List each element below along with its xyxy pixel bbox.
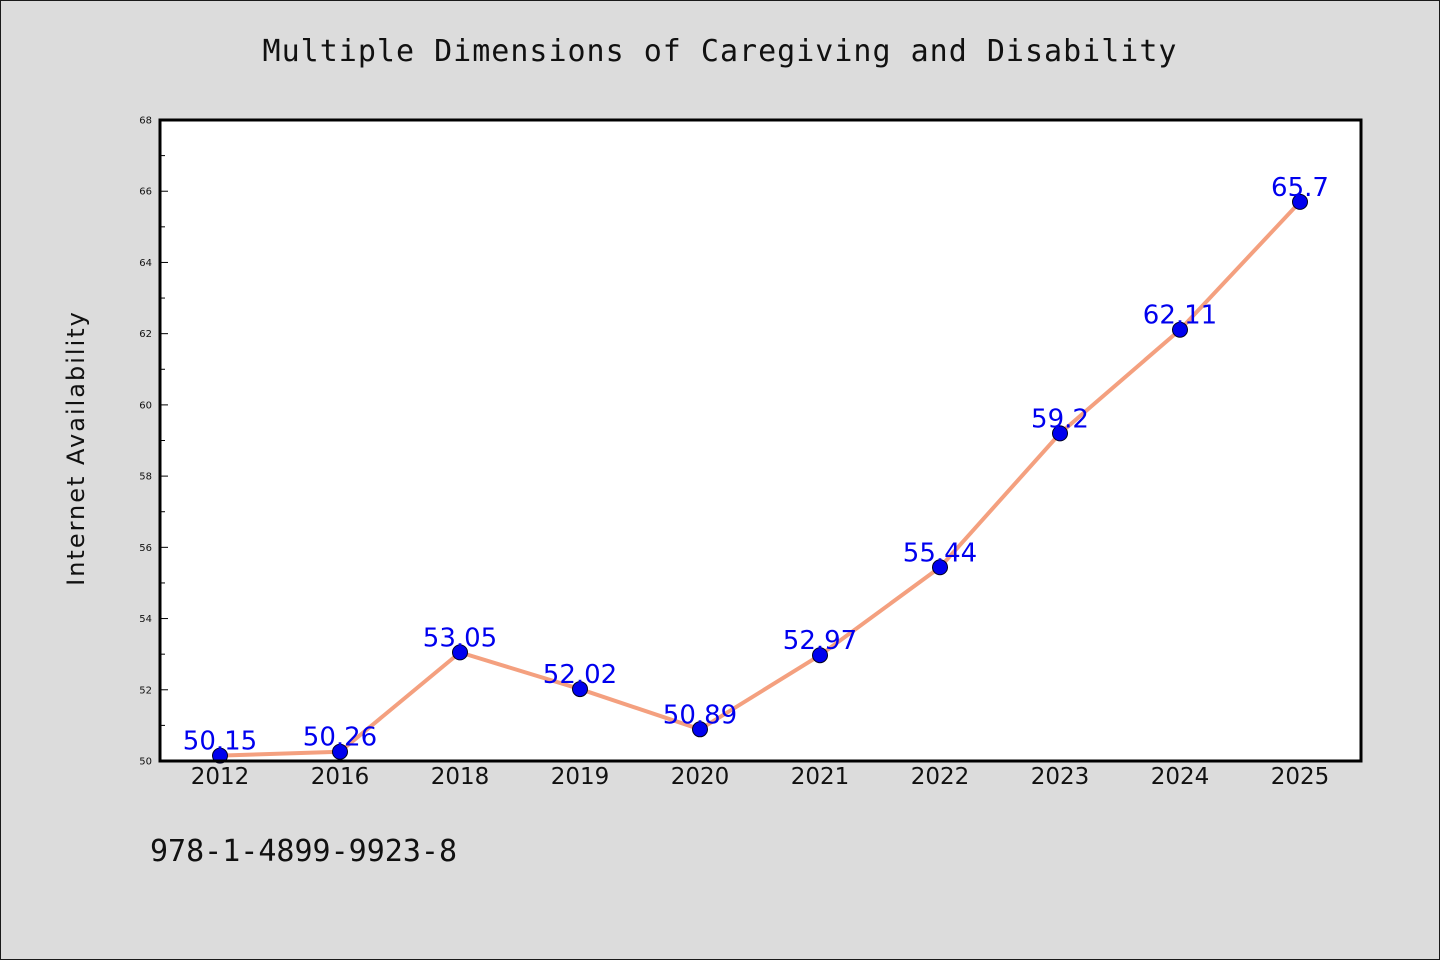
y-tick-label: 52 xyxy=(139,685,152,696)
x-tick-label: 2018 xyxy=(431,764,490,790)
y-tick-label: 68 xyxy=(139,116,152,127)
data-points xyxy=(212,193,1308,764)
y-tick-label: 62 xyxy=(139,329,152,340)
data-point xyxy=(212,747,228,764)
data-label: 65.7 xyxy=(1271,173,1329,203)
y-tick-label: 56 xyxy=(139,543,152,554)
data-label: 52.02 xyxy=(543,660,617,690)
data-point xyxy=(332,743,348,760)
data-point xyxy=(1172,321,1188,338)
y-tick-label: 64 xyxy=(139,258,152,269)
data-label: 50.26 xyxy=(303,723,377,753)
data-label: 55.44 xyxy=(903,538,977,568)
x-tick-label: 2022 xyxy=(911,764,970,790)
x-tick-label: 2021 xyxy=(791,764,850,790)
data-point xyxy=(812,647,828,664)
data-point xyxy=(1052,425,1068,442)
y-tick-label: 58 xyxy=(139,472,152,483)
x-tick-label: 2019 xyxy=(551,764,610,790)
data-point xyxy=(572,681,588,698)
y-tick-label: 60 xyxy=(139,400,152,411)
x-tick-label: 2012 xyxy=(191,764,250,790)
x-tick-label: 2020 xyxy=(671,764,730,790)
data-labels: 50.15 50.26 53.05 52.02 50.89 52.97 55.44 59.2 6… xyxy=(183,173,1329,757)
data-label: 52.97 xyxy=(783,626,857,656)
plot-border xyxy=(158,118,1363,763)
y-tick-label: 54 xyxy=(139,614,152,625)
y-tick-label: 50 xyxy=(139,757,152,768)
data-label: 50.15 xyxy=(183,727,257,757)
x-tick-label: 2016 xyxy=(311,764,370,790)
data-point xyxy=(452,644,468,661)
x-axis-ticks: 2012 2016 2018 2019 2020 2021 2022 2023 2024 2025 xyxy=(191,764,1330,790)
data-label: 50.89 xyxy=(663,700,737,730)
x-tick-label: 2023 xyxy=(1031,764,1090,790)
series-line xyxy=(218,199,1302,758)
data-label: 62.11 xyxy=(1143,301,1217,331)
x-tick-label: 2025 xyxy=(1271,764,1330,790)
isbn-text: 978-1-4899-9923-8 xyxy=(150,834,458,869)
chart-title: Multiple Dimensions of Caregiving and Di… xyxy=(262,34,1178,69)
plot-area xyxy=(160,120,1361,761)
y-tick-label: 66 xyxy=(139,187,152,198)
data-label: 53.05 xyxy=(423,623,497,653)
data-point xyxy=(1292,193,1308,210)
data-point xyxy=(932,559,948,576)
data-label: 59.2 xyxy=(1031,404,1089,434)
x-tick-label: 2024 xyxy=(1151,764,1210,790)
data-point xyxy=(692,721,708,738)
